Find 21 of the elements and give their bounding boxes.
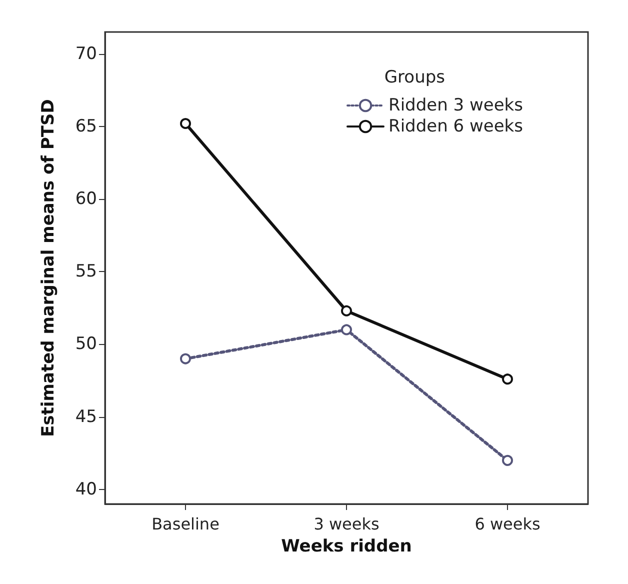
legend-label: Ridden 3 weeks xyxy=(388,96,524,116)
y-tick-label: 45 xyxy=(75,406,97,427)
point xyxy=(341,305,352,316)
point xyxy=(180,353,191,364)
point xyxy=(180,118,191,129)
point xyxy=(341,324,352,336)
x-tick-label: Baseline xyxy=(152,514,220,534)
point xyxy=(502,454,513,466)
y-tick-label: 60 xyxy=(75,189,97,210)
legend-title: Groups xyxy=(384,68,446,88)
y-tick-label: 65 xyxy=(75,116,97,136)
y-tick-label: 40 xyxy=(75,479,97,500)
x-axis-title: Weeks ridden xyxy=(281,536,412,556)
legend-label: Ridden 6 weeks xyxy=(388,116,524,136)
x-tick-label: 6 weeks xyxy=(474,514,540,534)
y-tick-label: 50 xyxy=(75,334,97,354)
y-axis-title: Estimated marginal means of PTSD xyxy=(38,99,58,437)
point xyxy=(502,374,513,385)
y-tick-label: 70 xyxy=(75,44,97,64)
x-tick-label: 3 weeks xyxy=(314,514,380,534)
y-tick-label: 55 xyxy=(75,262,97,282)
